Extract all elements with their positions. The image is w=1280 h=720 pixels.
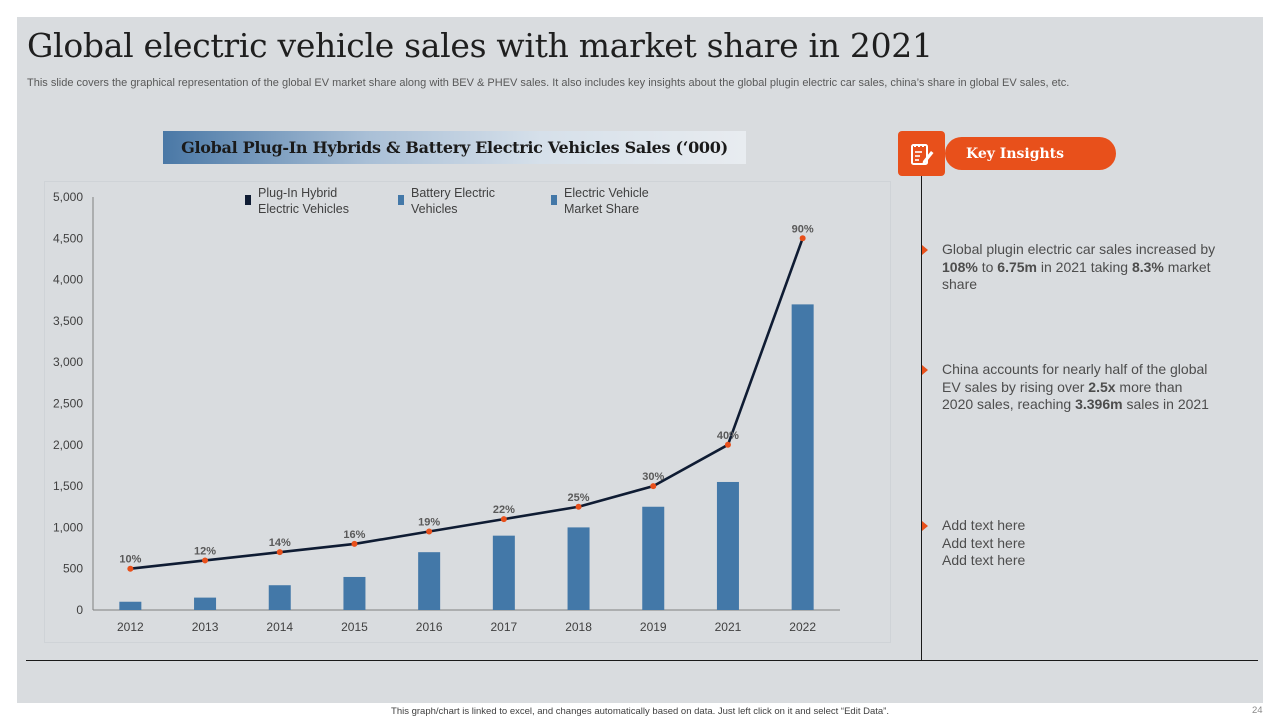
bar-bev bbox=[716, 481, 739, 610]
y-tick-label: 0 bbox=[76, 603, 83, 617]
market-share-label: 40% bbox=[717, 430, 739, 442]
bar-bev bbox=[268, 585, 291, 610]
bullet-arrow-icon bbox=[922, 521, 928, 531]
chart-panel[interactable]: 0 500 1,000 1,500 2,000 2,500 3,000 3,500 4,000 4… bbox=[44, 181, 891, 643]
insight-bullet-2: China accounts for nearly half of the gl… bbox=[922, 361, 1217, 414]
key-insights-label: Key Insights bbox=[945, 137, 1116, 170]
line-marker bbox=[650, 483, 657, 490]
market-share-label: 30% bbox=[642, 471, 664, 483]
x-tick-label: 2014 bbox=[266, 620, 293, 634]
y-tick-label: 500 bbox=[63, 562, 83, 576]
y-tick-label: 2,000 bbox=[53, 438, 83, 452]
y-tick-label: 2,500 bbox=[53, 397, 83, 411]
line-marker bbox=[799, 235, 806, 242]
x-tick-label: 2022 bbox=[789, 620, 816, 634]
line-marker bbox=[426, 528, 433, 535]
market-share-label: 16% bbox=[343, 529, 365, 541]
bar-bev bbox=[791, 304, 814, 610]
bar-bev bbox=[492, 535, 515, 610]
market-share-label: 22% bbox=[493, 504, 515, 516]
insight-bullet-3: Add text here Add text here Add text her… bbox=[922, 517, 1217, 570]
placeholder-line: Add text here bbox=[942, 552, 1026, 568]
bar-bev bbox=[567, 527, 590, 610]
bullet-text: China accounts for nearly half of the gl… bbox=[942, 361, 1209, 412]
line-marker bbox=[351, 540, 358, 547]
market-share-label: 12% bbox=[194, 545, 216, 557]
line-phev bbox=[130, 237, 804, 570]
bullet-text: Global plugin electric car sales increas… bbox=[942, 241, 1216, 292]
y-tick-label: 5,000 bbox=[53, 190, 83, 204]
market-share-label: 90% bbox=[792, 223, 814, 235]
y-tick-label: 4,500 bbox=[53, 231, 83, 245]
bottom-divider bbox=[26, 660, 1258, 661]
page-number: 24 bbox=[1252, 705, 1263, 716]
page-title: Global electric vehicle sales with marke… bbox=[27, 26, 933, 65]
legend-label: Battery Electric bbox=[411, 186, 495, 200]
insights-divider bbox=[921, 176, 922, 660]
x-tick-label: 2021 bbox=[715, 620, 742, 634]
x-tick-label: 2012 bbox=[117, 620, 144, 634]
bar-bev bbox=[194, 597, 217, 610]
line-marker bbox=[127, 565, 134, 572]
bar-bev bbox=[418, 552, 441, 610]
legend-label: Vehicles bbox=[411, 202, 458, 216]
x-tick-label: 2015 bbox=[341, 620, 368, 634]
placeholder-line: Add text here bbox=[942, 517, 1026, 533]
x-tick-label: 2019 bbox=[640, 620, 667, 634]
y-tick-label: 3,000 bbox=[53, 355, 83, 369]
line-marker bbox=[202, 557, 209, 564]
line-marker bbox=[500, 516, 507, 523]
legend-label: Plug-In Hybrid bbox=[258, 186, 337, 200]
y-tick-label: 4,000 bbox=[53, 273, 83, 287]
chart-header: Global Plug-In Hybrids & Battery Electri… bbox=[163, 131, 746, 164]
x-tick-label: 2017 bbox=[490, 620, 517, 634]
line-marker bbox=[276, 549, 283, 556]
ev-sales-chart[interactable]: 0 500 1,000 1,500 2,000 2,500 3,000 3,500 4,000 4… bbox=[45, 182, 890, 642]
y-tick-label: 3,500 bbox=[53, 314, 83, 328]
market-share-label: 10% bbox=[119, 554, 141, 566]
bar-bev bbox=[119, 601, 142, 610]
placeholder-line: Add text here bbox=[942, 534, 1026, 551]
bullet-arrow-icon bbox=[922, 365, 928, 375]
x-tick-label: 2018 bbox=[565, 620, 592, 634]
legend-label: Electric Vehicles bbox=[258, 202, 349, 216]
legend-label: Market Share bbox=[564, 202, 639, 216]
market-share-label: 14% bbox=[269, 537, 291, 549]
legend-label: Electric Vehicle bbox=[564, 186, 649, 200]
notepad-pencil-icon bbox=[898, 131, 945, 176]
bar-bev bbox=[642, 506, 665, 610]
y-tick-label: 1,000 bbox=[53, 520, 83, 534]
market-share-label: 25% bbox=[568, 492, 590, 504]
x-tick-label: 2016 bbox=[416, 620, 443, 634]
market-share-label: 19% bbox=[418, 517, 440, 529]
legend-swatch bbox=[551, 195, 557, 205]
y-tick-label: 1,500 bbox=[53, 479, 83, 493]
x-tick-label: 2013 bbox=[192, 620, 219, 634]
legend-swatch bbox=[398, 195, 404, 205]
line-marker bbox=[724, 441, 731, 448]
bullet-arrow-icon bbox=[922, 245, 928, 255]
legend-swatch bbox=[245, 195, 251, 205]
insight-bullet-1: Global plugin electric car sales increas… bbox=[922, 241, 1217, 294]
line-marker bbox=[575, 503, 582, 510]
page-subtitle: This slide covers the graphical represen… bbox=[27, 77, 1070, 89]
bar-bev bbox=[343, 576, 366, 610]
footer-note: This graph/chart is linked to excel, and… bbox=[391, 706, 889, 717]
chart-header-title: Global Plug-In Hybrids & Battery Electri… bbox=[181, 138, 728, 157]
